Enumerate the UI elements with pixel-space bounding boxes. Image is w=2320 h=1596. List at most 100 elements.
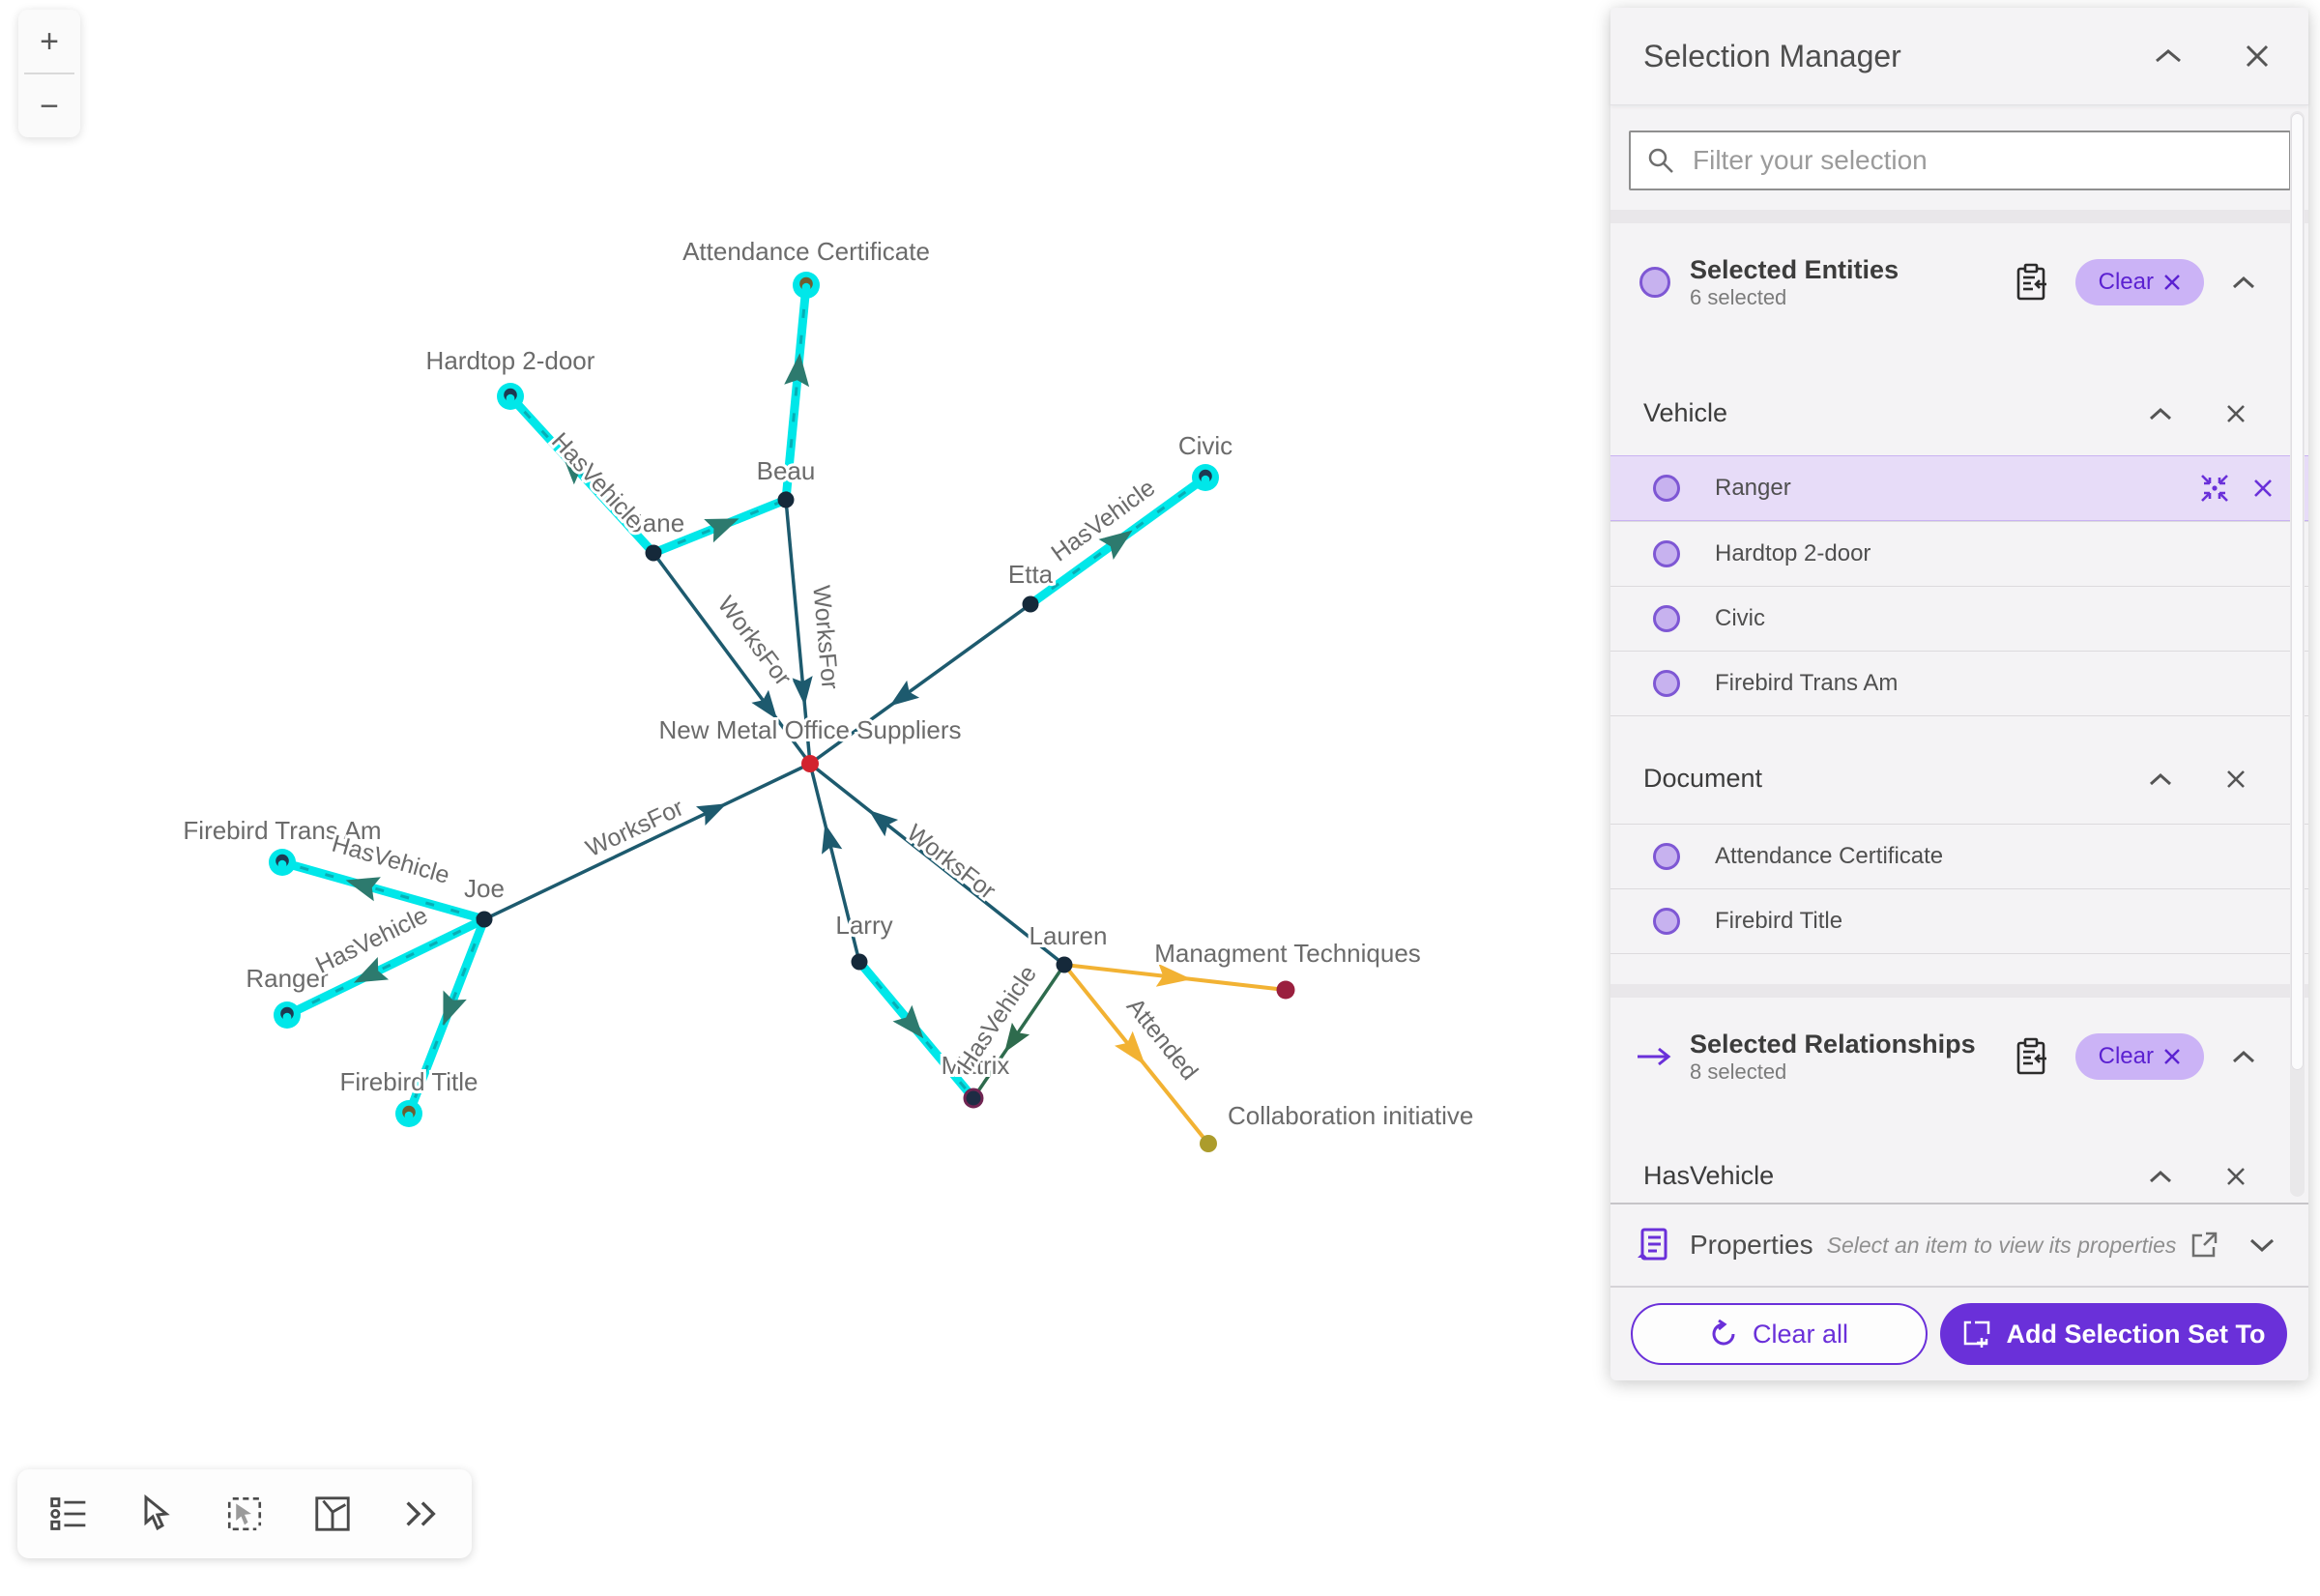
- edge-selected-dash: [286, 917, 485, 1017]
- edge-arrowhead: [353, 957, 390, 983]
- node-jane[interactable]: [645, 544, 662, 562]
- node-joe[interactable]: [476, 911, 493, 928]
- edge-selected-dash: [784, 284, 808, 501]
- panel-scroll-area: Selected Entities 6 selected Clear Vehic…: [1610, 105, 2308, 1203]
- edge-arrowhead: [784, 353, 810, 388]
- node-collab[interactable]: [1200, 1135, 1217, 1152]
- zoom-to-entity-icon[interactable]: [2192, 466, 2237, 510]
- list-item-label: Firebird Trans Am: [1715, 670, 1899, 696]
- edge-arrowhead: [1115, 1030, 1146, 1066]
- node-label-lauren: Lauren: [1030, 921, 1108, 950]
- properties-hint: Select an item to view its properties: [1826, 1232, 2177, 1258]
- group-name: HasVehicle: [1643, 1161, 1775, 1190]
- edge-lauren-company[interactable]: [808, 762, 1066, 967]
- edge-beau-company[interactable]: [784, 499, 812, 765]
- edge-arrowhead: [868, 810, 899, 837]
- expand-double-chevron-icon[interactable]: [394, 1488, 447, 1540]
- edge-arrowhead: [822, 823, 843, 855]
- node-beau[interactable]: [777, 491, 795, 508]
- zoom-out-button[interactable]: −: [18, 74, 80, 137]
- node-larry[interactable]: [851, 953, 868, 971]
- node-crescent: [404, 1111, 414, 1120]
- node-etta[interactable]: [1022, 595, 1039, 613]
- list-item[interactable]: Hardtop 2-door: [1610, 521, 2308, 586]
- edge-etta-company[interactable]: [808, 602, 1032, 766]
- node-label-hardtop: Hardtop 2-door: [426, 346, 595, 375]
- node-lauren[interactable]: [1056, 956, 1073, 973]
- search-icon: [1648, 148, 1673, 173]
- edge-larry-company[interactable]: [808, 763, 861, 963]
- entity-circle-icon: [1653, 908, 1680, 935]
- node-label-matrix: Matrix: [942, 1051, 1010, 1080]
- group-name: Document: [1643, 764, 1763, 793]
- list-item[interactable]: Firebird Title: [1610, 888, 2308, 954]
- panel-scrollbar[interactable]: [2290, 111, 2305, 1197]
- node-label-jane: Jane: [630, 508, 684, 537]
- close-section-icon[interactable]: [2219, 763, 2252, 796]
- node-crescent: [506, 393, 515, 403]
- edge-joe-company[interactable]: [483, 762, 811, 921]
- edge-label: HasVehicle: [546, 427, 649, 535]
- properties-bar: Properties Select an item to view its pr…: [1610, 1203, 2308, 1286]
- list-item-label: Attendance Certificate: [1715, 843, 1944, 869]
- add-selection-set-button[interactable]: Add Selection Set To: [1940, 1303, 2287, 1365]
- node-mgmt[interactable]: [1276, 980, 1295, 1000]
- entity-circle-icon: [1653, 540, 1680, 567]
- clear-selection-pill[interactable]: Clear: [2074, 259, 2204, 305]
- edge-arrowhead: [696, 803, 727, 826]
- clear-all-button[interactable]: Clear all: [1631, 1303, 1928, 1365]
- edge-arrowhead: [791, 676, 813, 706]
- section-count: 8 selected: [1690, 1059, 1787, 1084]
- node-label-etta: Etta: [1008, 560, 1054, 589]
- collapse-section-icon[interactable]: [2142, 400, 2179, 427]
- collapse-section-icon[interactable]: [2225, 269, 2262, 296]
- edge-lauren-matrix[interactable]: [972, 964, 1066, 1099]
- remove-item-icon[interactable]: [2247, 472, 2279, 505]
- list-item[interactable]: Ranger: [1610, 455, 2308, 521]
- list-item[interactable]: Firebird Trans Am: [1610, 651, 2308, 716]
- section-title: Selected Entities: [1690, 254, 1900, 284]
- node-company[interactable]: [801, 755, 819, 772]
- collapse-section-icon[interactable]: [2225, 1043, 2262, 1070]
- copy-selection-icon[interactable]: [2008, 257, 2054, 307]
- node-label-ftitle: Firebird Title: [339, 1067, 478, 1096]
- entity-circle-icon: [1653, 843, 1680, 870]
- close-section-icon[interactable]: [2219, 1160, 2252, 1193]
- node-matrix[interactable]: [963, 1088, 984, 1109]
- list-item[interactable]: Civic: [1610, 586, 2308, 651]
- panel-header: Selection Manager: [1610, 8, 2308, 105]
- link-chart-frame-icon[interactable]: [306, 1488, 359, 1540]
- divider: [24, 73, 74, 74]
- edge-jane-company[interactable]: [652, 551, 812, 766]
- entity-circle-icon: [1653, 475, 1680, 502]
- zoom-in-button[interactable]: +: [18, 10, 80, 73]
- list-item[interactable]: Attendance Certificate: [1610, 824, 2308, 888]
- close-panel-icon[interactable]: [2239, 38, 2276, 74]
- edge-arrowhead: [1004, 1022, 1030, 1053]
- group-name: Vehicle: [1643, 398, 1728, 427]
- panel-title: Selection Manager: [1643, 38, 1901, 73]
- node-crescent: [801, 282, 811, 292]
- close-icon: [2164, 275, 2180, 290]
- open-properties-external-icon[interactable]: [2183, 1224, 2225, 1266]
- legend-list-icon[interactable]: [43, 1488, 95, 1540]
- filter-selection-input[interactable]: [1691, 144, 2274, 177]
- selected-relationships-header: Selected Relationships 8 selected Clear: [1610, 1013, 2308, 1100]
- node-label-company: New Metal Office Suppliers: [658, 715, 961, 744]
- collapse-panel-icon[interactable]: [2148, 42, 2189, 71]
- select-features-icon[interactable]: [218, 1488, 271, 1540]
- edge-label: WorksFor: [902, 819, 1000, 904]
- edge-arrowhead: [889, 680, 920, 707]
- filter-box: [1629, 131, 2291, 190]
- pointer-select-icon[interactable]: [130, 1488, 183, 1540]
- copy-selection-icon[interactable]: [2008, 1031, 2054, 1082]
- divider: [1610, 210, 2308, 223]
- collapse-section-icon[interactable]: [2142, 766, 2179, 793]
- collapse-section-icon[interactable]: [2142, 1163, 2179, 1190]
- chevron-down-icon[interactable]: [2243, 1231, 2281, 1260]
- clear-selection-pill[interactable]: Clear: [2074, 1033, 2204, 1080]
- selection-manager-panel: Selection Manager Selected Entities 6 se…: [1610, 8, 2308, 1380]
- edge-arrowhead: [443, 990, 467, 1026]
- close-section-icon[interactable]: [2219, 397, 2252, 430]
